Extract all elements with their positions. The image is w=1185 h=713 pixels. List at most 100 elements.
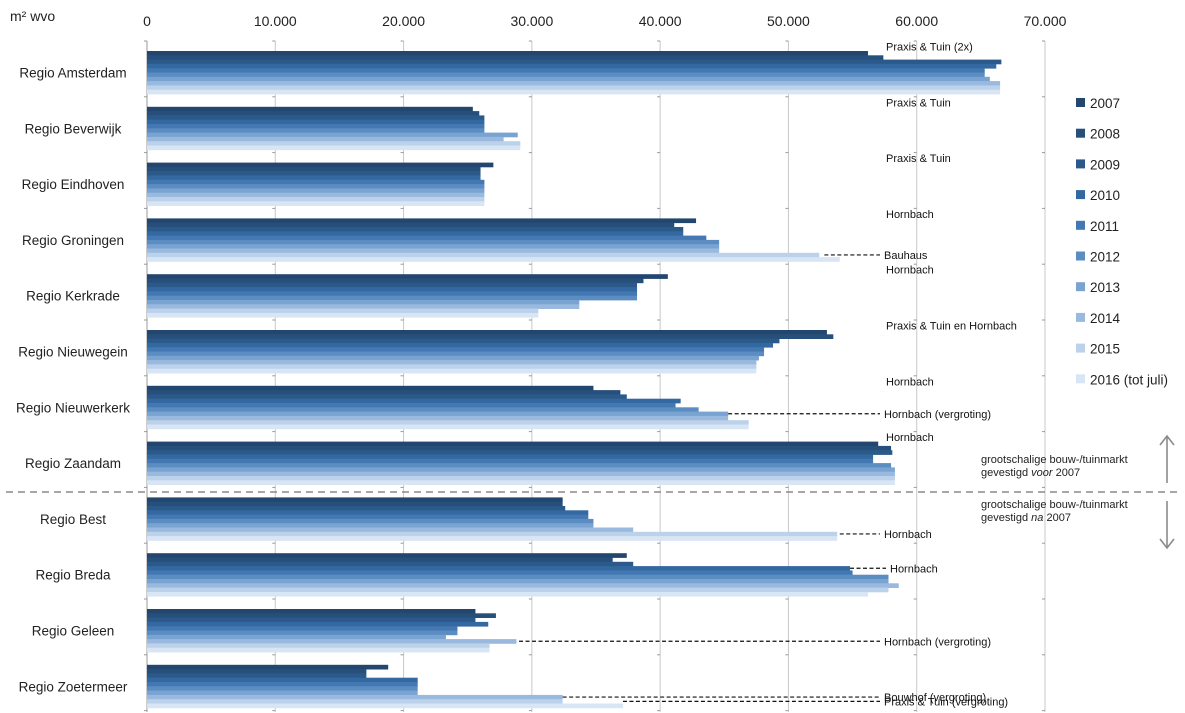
bar [147,639,517,644]
bar [147,368,757,374]
bar [147,63,997,69]
bar [147,300,580,305]
bar [147,364,757,370]
annotation-label: Hornbach [886,265,934,277]
bar [147,72,985,78]
bar [147,235,707,241]
legend-swatch [1076,251,1085,261]
bar [147,136,504,142]
legend-label: 2015 [1090,342,1120,357]
bar [147,347,765,352]
x-tick-label: 20.000 [382,13,425,29]
category-axis: Regio Amsterdam Regio Beverwijk Regio Eind… [16,66,130,695]
bar [147,171,481,176]
category-label: Regio Nieuwerkerk [16,400,130,415]
bar [147,570,853,576]
legend-swatch [1076,128,1085,138]
bar [147,111,480,116]
category-label: Regio Zaandam [25,456,121,471]
x-tick-label: 50.000 [767,13,810,29]
bar [147,291,638,297]
bar [147,557,613,563]
arrow-up-head [1159,434,1175,446]
group-label-above-line2: gevestigd voor 2007 [981,467,1080,479]
bar [147,630,458,636]
legend-swatch [1076,159,1085,169]
bar [147,145,521,151]
bar [147,497,563,503]
bar [147,424,749,430]
bar [147,390,621,395]
bar [147,583,899,588]
x-tick-label: 40.000 [639,13,682,29]
bar [147,579,889,584]
bar [147,553,627,558]
legend-swatch [1076,190,1085,200]
bar [147,445,892,451]
bar [147,398,681,404]
bar [147,274,668,279]
bar [147,587,889,593]
bar [147,403,676,408]
bar [147,55,884,60]
bar [147,536,838,541]
category-label: Regio Nieuwegein [18,345,128,360]
bar [147,312,539,318]
bar [147,699,563,704]
annotation-label: Hornbach [886,432,934,444]
bar [147,673,367,679]
annotation-label: Bauhaus [884,250,928,262]
category-label: Regio Geleen [32,624,115,639]
bar [147,626,458,631]
bar [147,647,490,653]
legend-label: 2014 [1090,311,1121,326]
category-label: Regio Groningen [22,233,124,248]
legend-label: 2013 [1090,280,1120,295]
bar [147,239,720,245]
bar [147,188,485,194]
bar [147,106,473,112]
bar [147,179,485,185]
category-label: Regio Eindhoven [22,177,125,192]
bar [147,59,1002,65]
bar [147,184,485,189]
bar [147,51,868,56]
bar [147,248,720,254]
bar [147,197,485,202]
category-label: Regio Beverwijk [25,121,122,136]
group-label-below-line1: grootschalige bouw-/tuinmarkt [981,499,1128,511]
bar [147,222,675,228]
bar [147,330,827,335]
legend-label: 2012 [1090,250,1120,265]
bar [147,574,889,580]
bar [147,334,834,339]
x-tick-label: 30.000 [510,13,553,29]
bar [147,85,1001,91]
bar [147,342,774,348]
legend-swatch [1076,220,1085,230]
annotation-label: Praxis & Tuin en Hornbach [886,321,1017,333]
bar [147,278,644,284]
bar [147,394,627,400]
bar [147,420,749,425]
bar [147,441,879,447]
category-label: Regio Best [40,512,106,527]
bar [147,252,820,258]
bar [147,634,446,640]
category-label: Regio Kerkrade [26,289,120,304]
bar [147,166,481,172]
annotation-label: Hornbach [886,209,934,221]
bar [147,68,985,73]
legend-label: 2009 [1090,157,1120,172]
bar [147,227,684,232]
bar [147,682,418,687]
bar [147,76,990,82]
bar [147,686,418,691]
bar [147,287,638,292]
category-label: Regio Breda [35,568,111,583]
annotation-label: Hornbach [886,376,934,388]
legend-swatch [1076,98,1085,107]
x-tick-label: 60.000 [895,13,938,29]
bar [147,561,634,567]
bar [147,415,729,421]
